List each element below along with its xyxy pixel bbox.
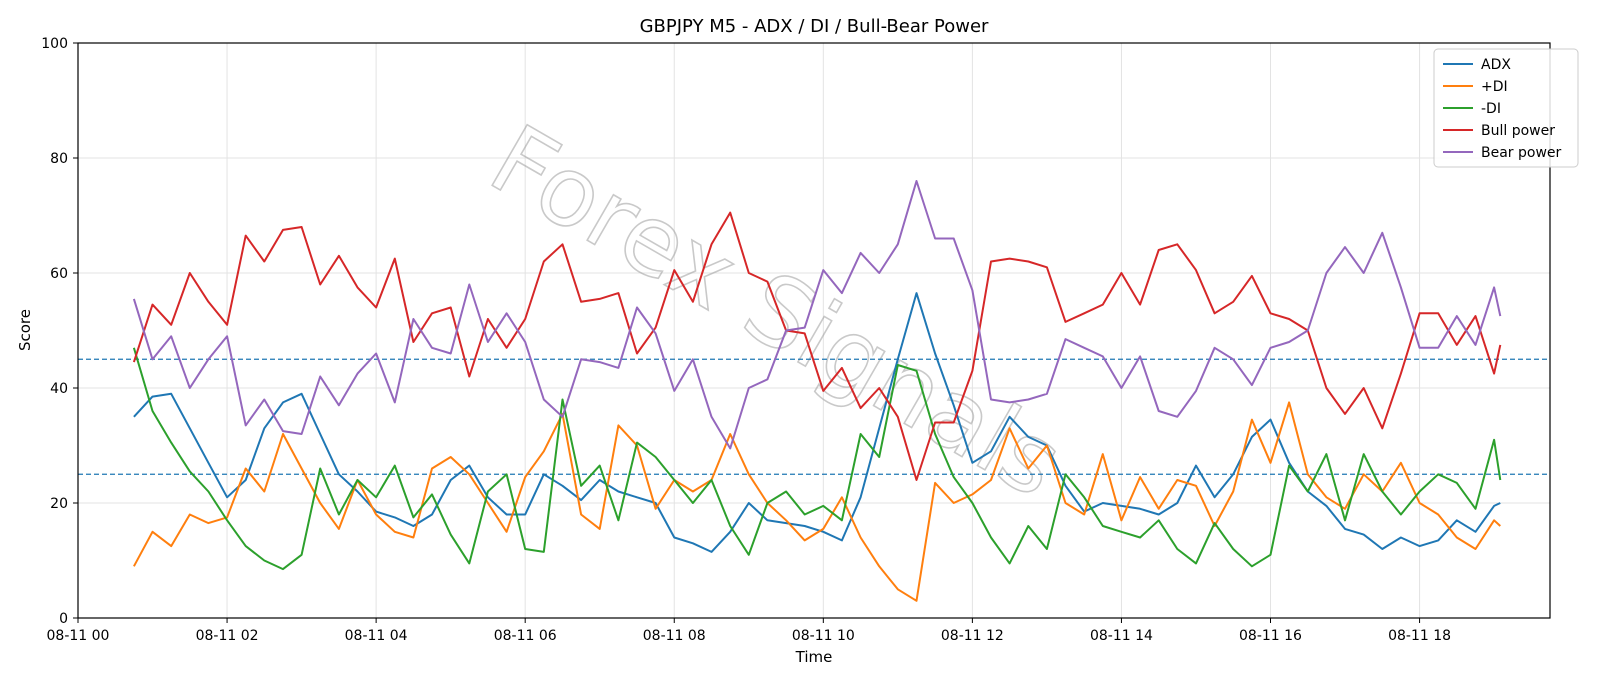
y-tick-label: 80 bbox=[50, 151, 68, 167]
series-line-adx bbox=[133, 292, 1501, 553]
y-tick-label: 20 bbox=[50, 496, 68, 512]
x-axis-title: Time bbox=[795, 648, 833, 666]
y-tick-label: 100 bbox=[41, 36, 68, 52]
x-tick-label: 08-11 12 bbox=[941, 628, 1004, 644]
series-line-di bbox=[133, 401, 1501, 602]
y-tick-label: 0 bbox=[59, 611, 68, 627]
series-lines bbox=[132, 180, 1502, 602]
y-axis-ticks: 0 20 40 60 80 100 bbox=[41, 36, 78, 627]
x-tick-label: 08-11 14 bbox=[1090, 628, 1153, 644]
legend: ADX +DI -DI Bull power Bear power bbox=[1433, 48, 1579, 168]
legend-label: +DI bbox=[1481, 79, 1508, 95]
chart-title: GBPJPY M5 - ADX / DI / Bull-Bear Power bbox=[640, 16, 989, 37]
y-tick-label: 40 bbox=[50, 381, 68, 397]
x-tick-label: 08-11 16 bbox=[1239, 628, 1302, 644]
legend-label: -DI bbox=[1481, 101, 1501, 117]
series-line-bull-power bbox=[132, 211, 1502, 481]
x-tick-label: 08-11 08 bbox=[643, 628, 706, 644]
y-axis-title: Score bbox=[16, 309, 34, 351]
x-axis-ticks: 08-11 00 08-11 02 08-11 04 08-11 06 08-11 08… bbox=[47, 618, 1451, 644]
x-tick-label: 08-11 00 bbox=[47, 628, 110, 644]
plot-area bbox=[78, 43, 1550, 618]
series-line-di bbox=[132, 347, 1502, 571]
x-tick-label: 08-11 06 bbox=[494, 628, 557, 644]
vertical-gridlines bbox=[77, 43, 1421, 618]
legend-box bbox=[1433, 48, 1579, 168]
plot-frame bbox=[77, 42, 1551, 619]
x-tick-label: 08-11 02 bbox=[196, 628, 259, 644]
x-tick-label: 08-11 04 bbox=[345, 628, 408, 644]
legend-label: ADX bbox=[1481, 57, 1511, 73]
x-tick-label: 08-11 10 bbox=[792, 628, 855, 644]
legend-label: Bull power bbox=[1481, 123, 1555, 139]
legend-label: Bear power bbox=[1481, 145, 1562, 161]
x-tick-label: 08-11 18 bbox=[1388, 628, 1451, 644]
series-line-bear-power bbox=[132, 180, 1502, 450]
y-tick-label: 60 bbox=[50, 266, 68, 282]
